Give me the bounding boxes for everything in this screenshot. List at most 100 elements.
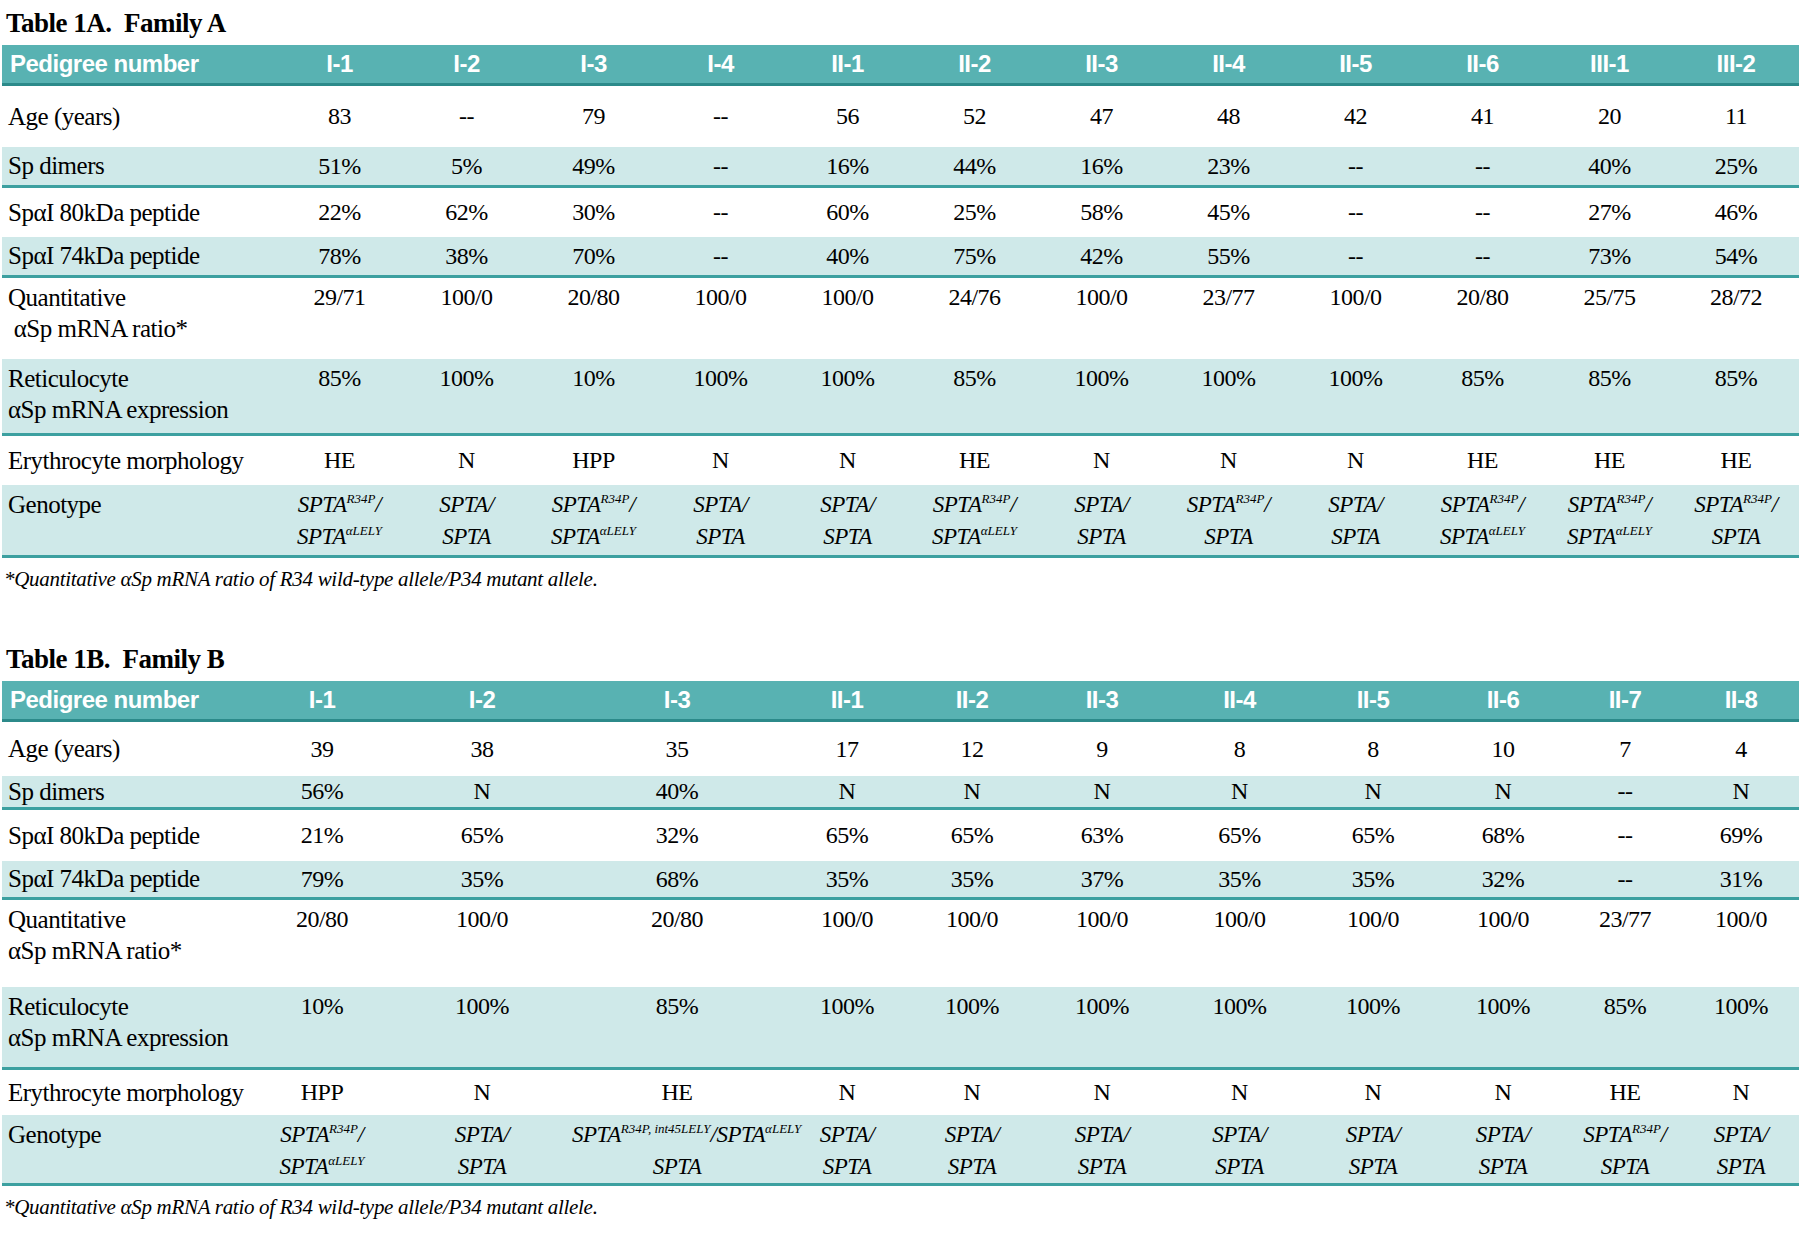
value-cell: 32% xyxy=(572,809,782,861)
column-header: II-6 xyxy=(1439,681,1567,721)
row-label: SpαI 74kDa peptide xyxy=(2,861,252,899)
value-cell: 8 xyxy=(1172,721,1307,776)
value-cell: 20/80 xyxy=(252,899,392,987)
value-cell: 49% xyxy=(530,147,657,187)
value-cell: 7 xyxy=(1567,721,1683,776)
column-header: II-4 xyxy=(1172,681,1307,721)
column-header: I-2 xyxy=(403,45,530,85)
value-cell: 35% xyxy=(1307,861,1439,899)
genotype-line: SPTAαLELY xyxy=(1419,521,1546,553)
value-cell: 23/77 xyxy=(1567,899,1683,987)
column-header: II-3 xyxy=(1032,681,1172,721)
row-label: ReticulocyteαSp mRNA expression xyxy=(2,359,276,435)
table-row: Erythrocyte morphologyHPPNHENNNNNNHEN xyxy=(2,1069,1799,1115)
column-header: I-3 xyxy=(572,681,782,721)
value-cell: 35% xyxy=(782,861,912,899)
genotype-line: SPTA xyxy=(392,1151,572,1183)
family-b-table: Pedigree numberI-1I-2I-3II-1II-2II-3II-4… xyxy=(2,681,1799,1186)
genotype-cell: SPTAR34P/SPTAαLELY xyxy=(252,1115,392,1185)
value-cell: 85% xyxy=(572,987,782,1069)
genotype-cell: SPTA/SPTA xyxy=(1032,1115,1172,1185)
value-cell: 20/80 xyxy=(572,899,782,987)
value-cell: 35% xyxy=(1172,861,1307,899)
row-label-line: SpαI 80kDa peptide xyxy=(8,820,252,851)
row-label-line: Sp dimers xyxy=(8,776,252,807)
pedigree-number-header: Pedigree number xyxy=(2,681,252,721)
value-cell: 100% xyxy=(1439,987,1567,1069)
table-row: Age (years)83--79--5652474842412011 xyxy=(2,85,1799,147)
row-label: SpαI 80kDa peptide xyxy=(2,187,276,237)
allele-superscript: R34P xyxy=(1743,491,1772,506)
value-cell: 62% xyxy=(403,187,530,237)
page: Table 1A. Family A Pedigree numberI-1I-2… xyxy=(0,0,1800,1220)
value-cell: N xyxy=(1172,776,1307,809)
genotype-line: SPTA xyxy=(784,521,911,553)
value-cell: -- xyxy=(1567,809,1683,861)
value-cell: 100% xyxy=(782,987,912,1069)
genotype-line: SPTAR34P, int45LELY/SPTAαLELY xyxy=(572,1119,782,1151)
column-header: I-4 xyxy=(657,45,784,85)
row-label-line: Quantitative xyxy=(8,904,252,935)
column-header: II-7 xyxy=(1567,681,1683,721)
table-row: Sp dimers56%N40%NNNNNN--N xyxy=(2,776,1799,809)
value-cell: 100/0 xyxy=(1172,899,1307,987)
row-label: Age (years) xyxy=(2,85,276,147)
value-cell: 44% xyxy=(911,147,1038,187)
value-cell: 100/0 xyxy=(1439,899,1567,987)
value-cell: 100% xyxy=(657,359,784,435)
value-cell: 100% xyxy=(784,359,911,435)
table-row: Sp dimers51%5%49%--16%44%16%23%----40%25… xyxy=(2,147,1799,187)
genotype-cell: SPTAR34P/SPTA xyxy=(1673,485,1799,557)
row-label: Sp dimers xyxy=(2,776,252,809)
genotype-line: SPTA/ xyxy=(1172,1119,1307,1151)
value-cell: 73% xyxy=(1546,237,1673,277)
genotype-line: SPTA xyxy=(1032,1151,1172,1183)
genotype-line: SPTA xyxy=(1683,1151,1799,1183)
row-label: Sp dimers xyxy=(2,147,276,187)
value-cell: N xyxy=(1683,1069,1799,1115)
table-row: Erythrocyte morphologyHENHPPNNHENNNHEHEH… xyxy=(2,435,1799,485)
table-1b-footnote: *Quantitative αSp mRNA ratio of R34 wild… xyxy=(4,1195,1798,1220)
allele-superscript: R34P xyxy=(1489,491,1518,506)
allele-superscript: R34P xyxy=(346,491,375,506)
genotype-line: SPTAαLELY xyxy=(911,521,1038,553)
column-header: III-1 xyxy=(1546,45,1673,85)
value-cell: 79 xyxy=(530,85,657,147)
genotype-cell: SPTA/SPTA xyxy=(1038,485,1165,557)
value-cell: N xyxy=(1307,1069,1439,1115)
value-cell: 100/0 xyxy=(392,899,572,987)
value-cell: 25% xyxy=(1673,147,1799,187)
value-cell: HE xyxy=(1546,435,1673,485)
value-cell: N xyxy=(784,435,911,485)
allele-superscript: R34P xyxy=(329,1121,358,1136)
value-cell: 100% xyxy=(1165,359,1292,435)
genotype-cell: SPTA/SPTA xyxy=(1292,485,1419,557)
value-cell: 100/0 xyxy=(912,899,1032,987)
value-cell: 85% xyxy=(1673,359,1799,435)
value-cell: 100/0 xyxy=(1683,899,1799,987)
genotype-line: SPTA xyxy=(912,1151,1032,1183)
allele-superscript: R34P xyxy=(1616,491,1645,506)
allele-superscript: αLELY xyxy=(328,1153,364,1168)
table-row: SpαI 74kDa peptide79%35%68%35%35%37%35%3… xyxy=(2,861,1799,899)
value-cell: -- xyxy=(657,147,784,187)
value-cell: 54% xyxy=(1673,237,1799,277)
genotype-line: SPTA/ xyxy=(1038,489,1165,521)
genotype-line: SPTA/ xyxy=(392,1119,572,1151)
value-cell: 37% xyxy=(1032,861,1172,899)
header-row: Pedigree numberI-1I-2I-3I-4II-1II-2II-3I… xyxy=(2,45,1799,85)
row-label-line: Quantitative xyxy=(8,282,276,313)
value-cell: N xyxy=(392,776,572,809)
genotype-line: SPTA xyxy=(1567,1151,1683,1183)
value-cell: 35% xyxy=(912,861,1032,899)
genotype-line: SPTA xyxy=(403,521,530,553)
row-label-line: αSp mRNA ratio* xyxy=(8,313,276,344)
value-cell: 10% xyxy=(530,359,657,435)
value-cell: 52 xyxy=(911,85,1038,147)
table-1b-title: Table 1B. Family B xyxy=(6,644,1798,674)
row-label-line: αSp mRNA ratio* xyxy=(8,935,252,966)
genotype-line: SPTA/ xyxy=(1683,1119,1799,1151)
genotype-cell: SPTA/SPTA xyxy=(782,1115,912,1185)
column-header: II-4 xyxy=(1165,45,1292,85)
genotype-cell: SPTAR34P/SPTAαLELY xyxy=(1546,485,1673,557)
